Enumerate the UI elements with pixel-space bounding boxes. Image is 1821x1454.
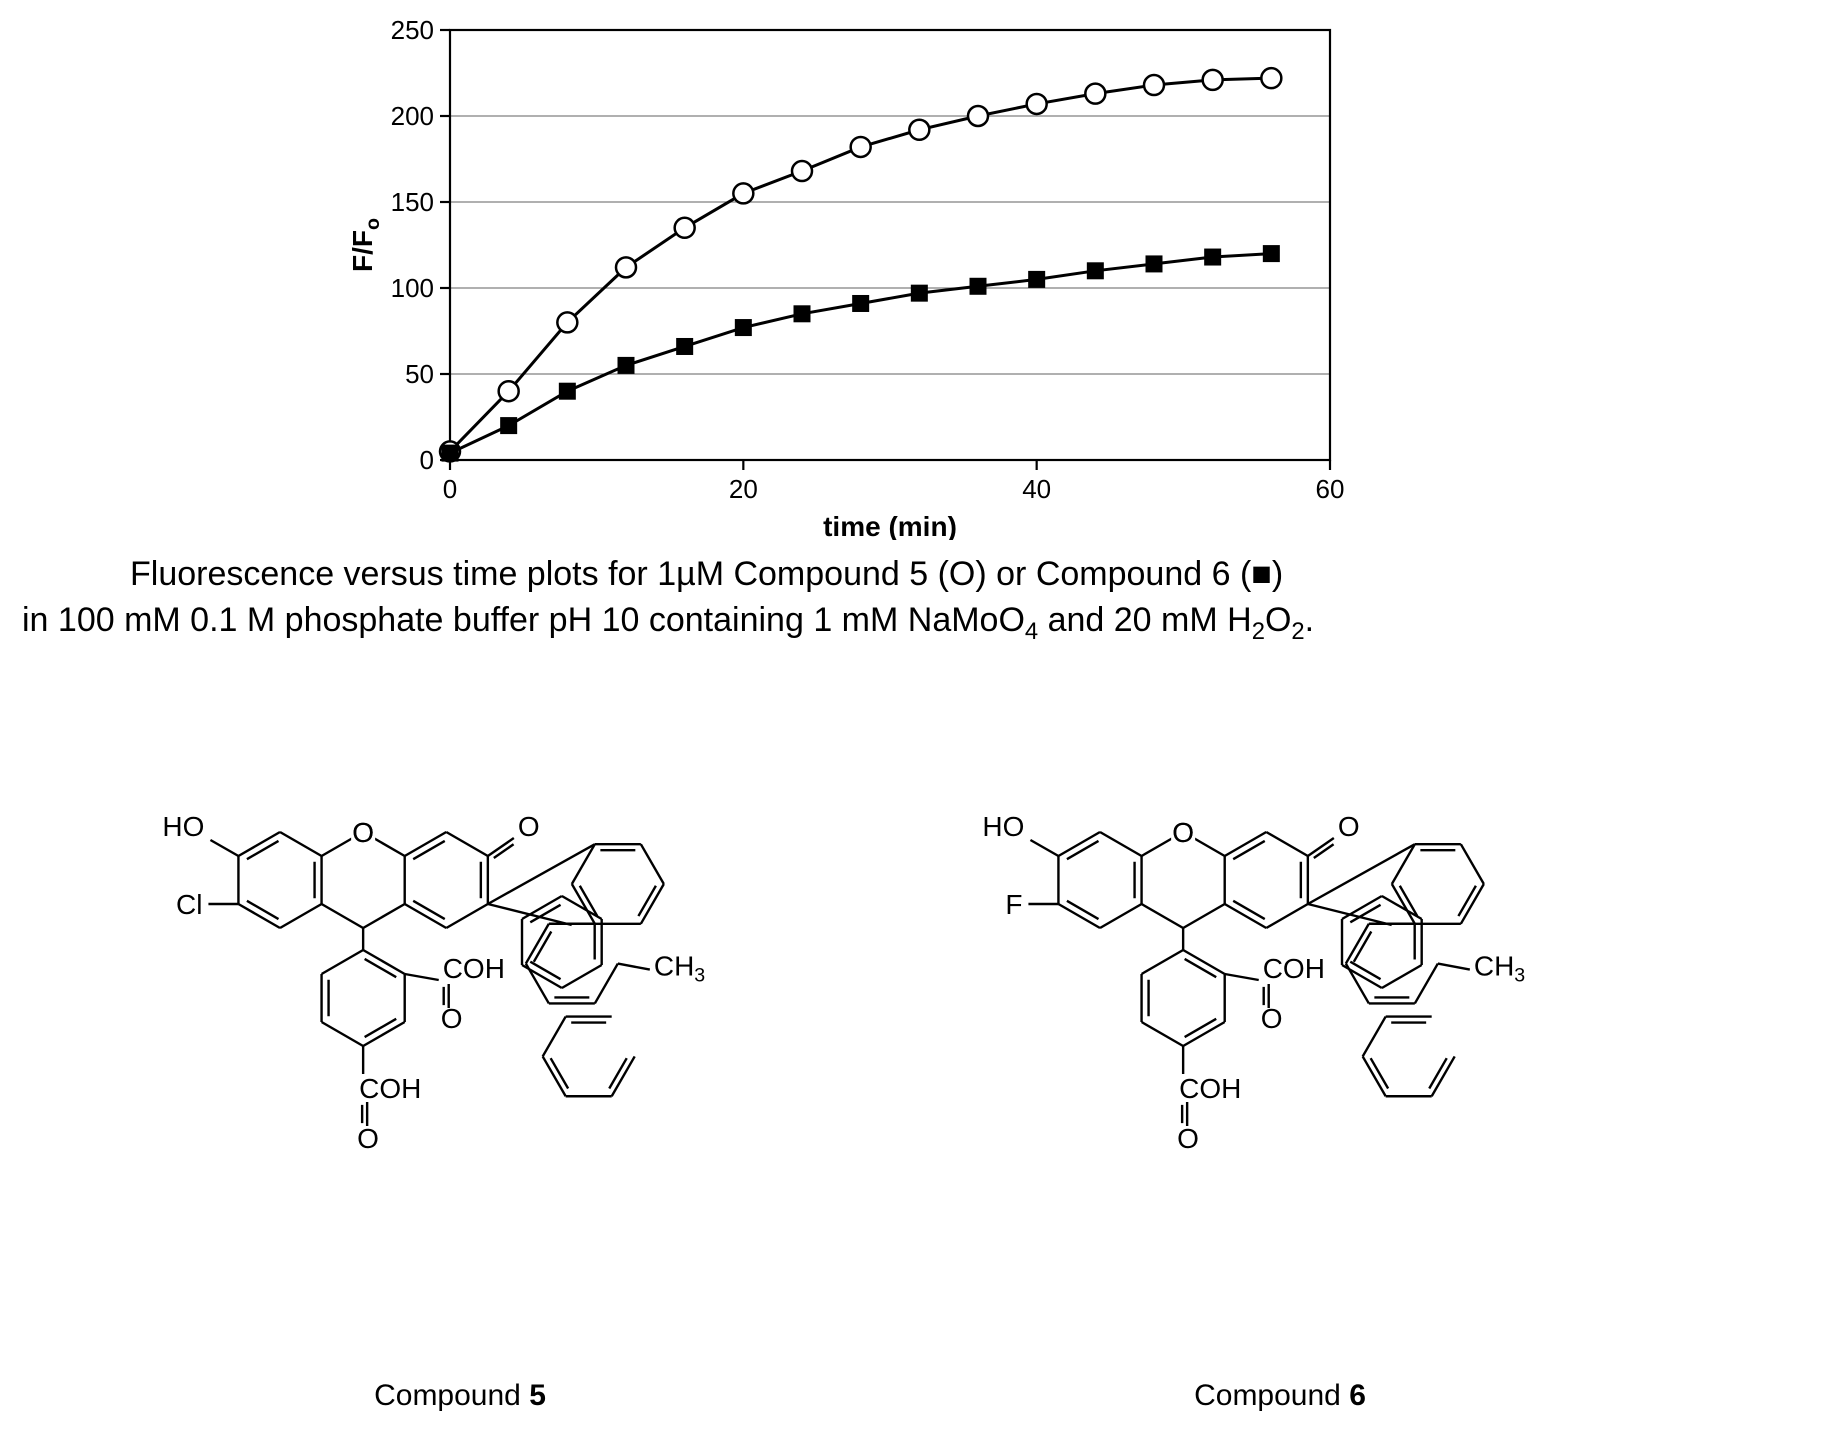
caption-text: O bbox=[1265, 601, 1291, 639]
svg-text:Compound 6: Compound 6 bbox=[1194, 1379, 1366, 1412]
svg-text:HO: HO bbox=[162, 811, 204, 842]
subscript: 2 bbox=[1252, 618, 1265, 645]
chart-container: 0 20 40 60 0 50 100 150 200 250 time (min) F/Fo bbox=[330, 10, 1390, 540]
svg-text:O: O bbox=[357, 1123, 379, 1154]
caption-text: Fluorescence versus time plots for 1µM C… bbox=[130, 555, 949, 593]
svg-text:O: O bbox=[352, 817, 374, 848]
caption-text: ) or Compound 6 ( bbox=[975, 555, 1251, 593]
svg-text:CH3: CH3 bbox=[654, 951, 705, 987]
caption-text: in 100 mM 0.1 M phosphate buffer pH 10 c… bbox=[22, 601, 1025, 639]
svg-text:COH: COH bbox=[443, 953, 505, 984]
svg-text:150: 150 bbox=[391, 187, 434, 217]
svg-text:O: O bbox=[518, 811, 540, 842]
solid-square-symbol: ■ bbox=[1251, 555, 1272, 593]
svg-text:Compound 5: Compound 5 bbox=[374, 1379, 546, 1412]
svg-text:200: 200 bbox=[391, 101, 434, 131]
svg-text:time (min): time (min) bbox=[823, 511, 957, 540]
caption-text: and 20 mM H bbox=[1038, 601, 1252, 639]
svg-text:0: 0 bbox=[420, 445, 434, 475]
structures-container: OOHOClOCOHOCOHOCH3Compound 5OOHOFOCOHOCO… bbox=[110, 760, 1730, 1440]
svg-text:HO: HO bbox=[982, 811, 1024, 842]
svg-text:60: 60 bbox=[1316, 474, 1345, 504]
svg-text:O: O bbox=[1177, 1123, 1199, 1154]
chart-svg: 0 20 40 60 0 50 100 150 200 250 time (min) F/Fo bbox=[330, 10, 1390, 540]
svg-text:CH3: CH3 bbox=[1474, 951, 1525, 987]
svg-text:O: O bbox=[1172, 817, 1194, 848]
svg-text:0: 0 bbox=[443, 474, 457, 504]
svg-text:40: 40 bbox=[1022, 474, 1051, 504]
svg-text:F: F bbox=[1005, 889, 1022, 920]
caption-text: ) bbox=[1272, 555, 1283, 593]
figure-caption: Fluorescence versus time plots for 1µM C… bbox=[0, 552, 1821, 648]
structures-svg: OOHOClOCOHOCOHOCH3Compound 5OOHOFOCOHOCO… bbox=[110, 760, 1730, 1440]
svg-text:O: O bbox=[1338, 811, 1360, 842]
svg-text:F/Fo: F/Fo bbox=[347, 218, 384, 272]
svg-text:O: O bbox=[441, 1003, 463, 1034]
page-root: 0 20 40 60 0 50 100 150 200 250 time (min) F/Fo Flu… bbox=[0, 0, 1821, 1454]
svg-text:250: 250 bbox=[391, 15, 434, 45]
svg-text:100: 100 bbox=[391, 273, 434, 303]
svg-text:50: 50 bbox=[405, 359, 434, 389]
svg-text:COH: COH bbox=[359, 1073, 421, 1104]
open-circle-symbol: O bbox=[949, 555, 975, 593]
svg-text:O: O bbox=[1261, 1003, 1283, 1034]
svg-text:COH: COH bbox=[1179, 1073, 1241, 1104]
caption-text: . bbox=[1305, 601, 1314, 639]
svg-text:Cl: Cl bbox=[176, 889, 202, 920]
subscript: 4 bbox=[1025, 618, 1038, 645]
subscript: 2 bbox=[1291, 618, 1304, 645]
svg-text:20: 20 bbox=[729, 474, 758, 504]
svg-text:COH: COH bbox=[1263, 953, 1325, 984]
